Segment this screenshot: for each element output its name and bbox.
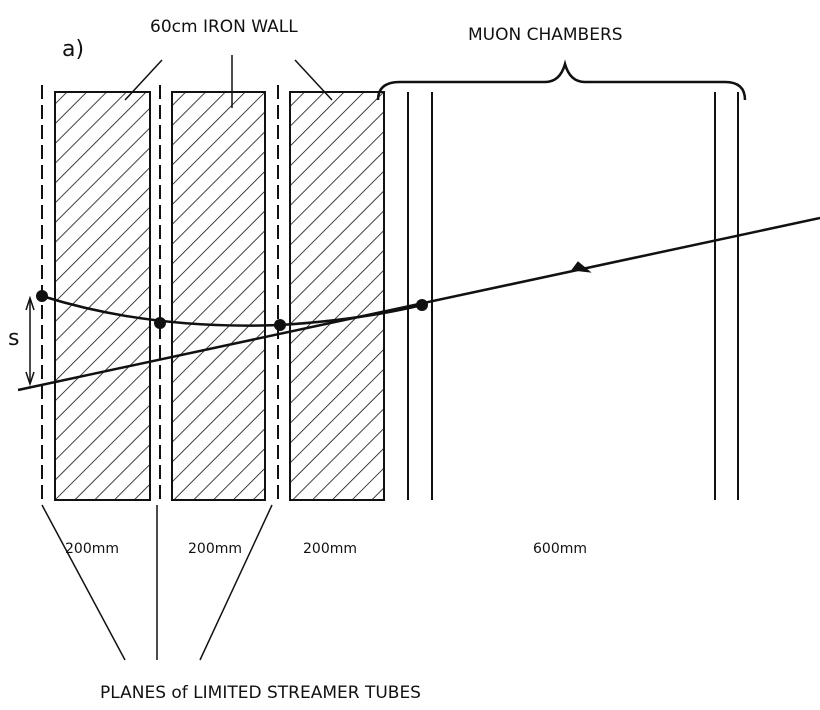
iron-wall-label: 60cm IRON WALL (150, 17, 298, 37)
hit (274, 319, 286, 331)
pointer-lines (41, 55, 333, 661)
hit (416, 299, 428, 311)
gap-label: 200mm (65, 541, 119, 557)
sagitta-label: s (8, 326, 19, 351)
iron-block (289, 91, 385, 501)
hit (36, 290, 48, 302)
arrow (571, 261, 592, 273)
muon-chambers (376, 59, 747, 500)
gap-label: 200mm (188, 541, 242, 557)
panel-label: a) (62, 37, 84, 62)
iron-blocks (54, 91, 385, 501)
tracks (17, 216, 820, 392)
iron-block (171, 91, 266, 501)
muon-chambers-label: MUON CHAMBERS (468, 25, 623, 45)
gap-label: 600mm (533, 541, 587, 557)
iron-block (54, 91, 151, 501)
gap-label: 200mm (303, 541, 357, 557)
brace (376, 59, 747, 101)
pointer (294, 59, 333, 101)
arrow-heads (25, 295, 35, 387)
planes-label: PLANES of LIMITED STREAMER TUBES (100, 683, 421, 703)
pointer (199, 504, 273, 661)
pointer (41, 504, 126, 661)
hit (154, 317, 166, 329)
curved-track (41, 294, 423, 327)
pointer (124, 59, 163, 101)
